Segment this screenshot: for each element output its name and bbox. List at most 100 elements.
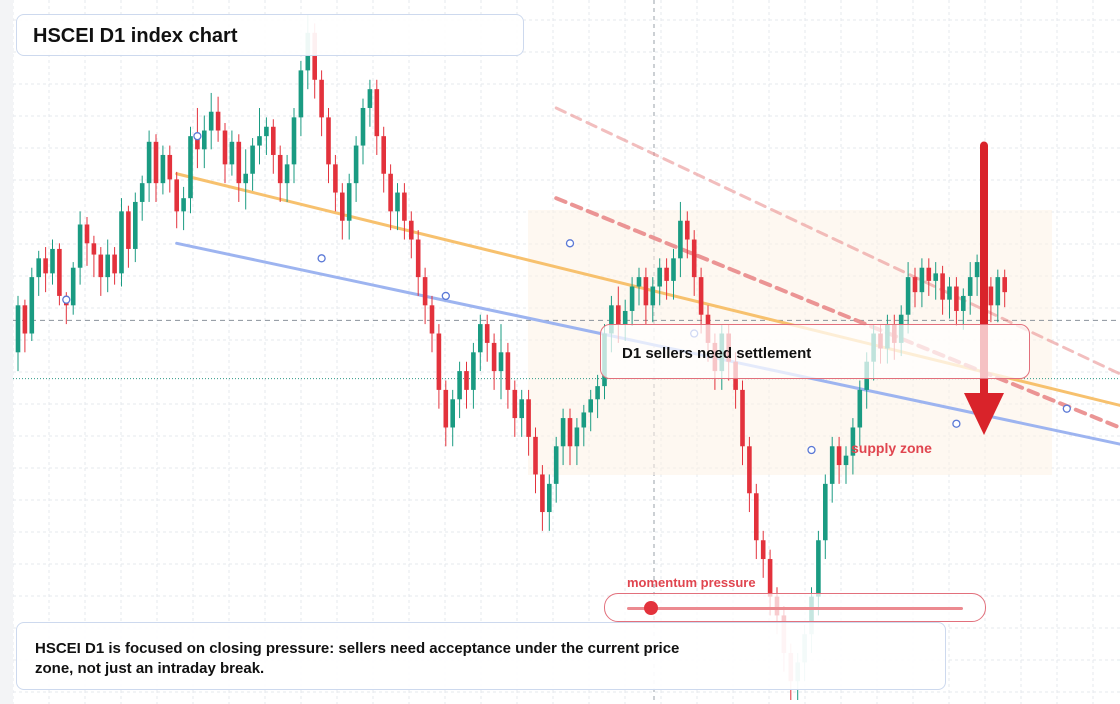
candle-body bbox=[1002, 277, 1007, 293]
candle-body bbox=[15, 305, 21, 353]
candle bbox=[381, 126, 386, 193]
candle-body bbox=[105, 254, 110, 278]
candle-body bbox=[843, 455, 849, 466]
candle bbox=[326, 107, 331, 184]
momentum-label: momentum pressure bbox=[627, 575, 756, 590]
candle-body bbox=[478, 324, 483, 353]
candle bbox=[298, 60, 304, 137]
candle bbox=[208, 92, 214, 150]
candle-body bbox=[912, 277, 918, 293]
candle bbox=[70, 262, 76, 315]
candle-body bbox=[988, 286, 994, 306]
candle bbox=[133, 192, 138, 263]
candle-body bbox=[491, 342, 497, 372]
resistance-line[interactable] bbox=[554, 196, 1120, 442]
candle-body bbox=[754, 493, 759, 541]
candle-body bbox=[995, 277, 1001, 306]
candle-body bbox=[277, 154, 283, 184]
candle-body bbox=[36, 258, 41, 278]
candle bbox=[974, 254, 980, 296]
candle bbox=[657, 258, 662, 306]
candlesticks bbox=[15, 14, 1007, 700]
candle-body bbox=[195, 136, 200, 150]
candle-body bbox=[360, 107, 366, 146]
callout-text: D1 sellers need settlement bbox=[622, 345, 812, 362]
candle-body bbox=[422, 277, 428, 306]
candle bbox=[91, 235, 97, 278]
candle-body bbox=[767, 559, 773, 597]
candle bbox=[415, 230, 421, 296]
candle-body bbox=[691, 239, 697, 278]
candle bbox=[167, 145, 173, 193]
candle-body bbox=[443, 389, 449, 428]
candle bbox=[478, 314, 483, 372]
candle-body bbox=[112, 254, 117, 274]
candle-body bbox=[829, 446, 835, 484]
candle bbox=[346, 173, 352, 240]
candle bbox=[153, 134, 159, 202]
signal-marker bbox=[62, 295, 71, 304]
candle bbox=[533, 427, 538, 494]
candle bbox=[105, 239, 110, 293]
candle-body bbox=[167, 154, 173, 180]
momentum-meter bbox=[604, 593, 986, 622]
candle bbox=[829, 436, 835, 503]
candle-body bbox=[533, 436, 538, 475]
candle bbox=[57, 243, 62, 306]
candle-body bbox=[250, 145, 255, 174]
candle-body bbox=[215, 111, 221, 131]
candle bbox=[457, 361, 462, 419]
candle-body bbox=[940, 273, 945, 300]
candle bbox=[754, 483, 759, 560]
candle-body bbox=[284, 164, 290, 184]
candle bbox=[77, 211, 83, 285]
candle-body bbox=[22, 305, 28, 334]
candle bbox=[395, 183, 400, 231]
candle-body bbox=[643, 277, 649, 306]
candle bbox=[277, 145, 283, 202]
candle-body bbox=[553, 446, 559, 484]
candle-body bbox=[436, 333, 442, 390]
candle-body bbox=[208, 111, 214, 131]
candle bbox=[671, 248, 676, 300]
candle bbox=[1002, 269, 1007, 308]
candle-body bbox=[850, 427, 856, 456]
candle bbox=[947, 277, 952, 319]
signal-marker bbox=[193, 132, 202, 141]
settlement-callout: D1 sellers need settlement bbox=[600, 324, 1030, 379]
candle bbox=[581, 404, 587, 447]
candle bbox=[464, 361, 469, 409]
candle bbox=[250, 138, 255, 191]
candle-body bbox=[698, 277, 704, 315]
candle bbox=[50, 239, 55, 285]
candle bbox=[236, 134, 242, 202]
candle bbox=[84, 216, 90, 266]
candle bbox=[491, 333, 497, 390]
candle bbox=[595, 374, 600, 419]
candle-body bbox=[967, 277, 973, 296]
candle bbox=[629, 277, 635, 326]
candle-body bbox=[43, 258, 48, 274]
title-panel: HSCEI D1 index chart bbox=[16, 14, 524, 56]
candle bbox=[112, 247, 117, 285]
candle-body bbox=[547, 483, 552, 513]
candle bbox=[512, 380, 518, 437]
candle-body bbox=[857, 389, 863, 428]
candle-body bbox=[174, 179, 179, 212]
candle-body bbox=[119, 211, 124, 274]
candle-body bbox=[133, 201, 138, 249]
signal-marker bbox=[807, 445, 816, 455]
momentum-knob bbox=[643, 601, 658, 615]
candle bbox=[553, 436, 559, 503]
candle bbox=[215, 96, 221, 142]
candle-body bbox=[319, 79, 324, 118]
candle-body bbox=[664, 267, 669, 281]
candle bbox=[961, 288, 966, 330]
candle-body bbox=[333, 164, 338, 193]
candle bbox=[146, 130, 152, 202]
candle-body bbox=[450, 399, 455, 428]
candle bbox=[919, 258, 925, 308]
candle bbox=[402, 183, 407, 240]
candle bbox=[519, 389, 524, 437]
candle bbox=[574, 418, 580, 466]
